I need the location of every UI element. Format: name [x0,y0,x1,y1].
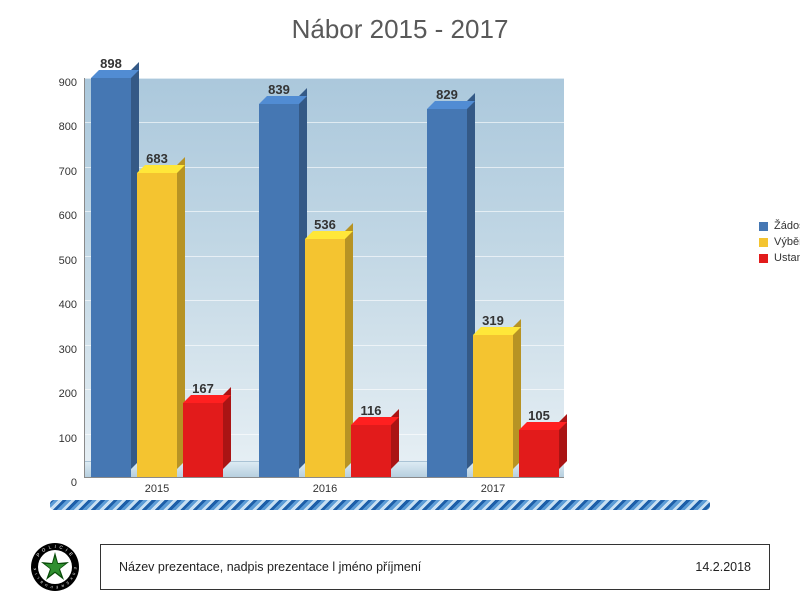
legend-item: Žádosti celkem [759,220,800,232]
bar: 167 [183,403,223,477]
y-tick-label: 500 [45,255,85,267]
bar: 829 [427,109,467,477]
bar-value-label: 839 [259,82,299,97]
legend-item: Ustanovení [759,252,800,264]
y-tick-label: 300 [45,344,85,356]
bar: 319 [473,335,513,477]
legend: Žádosti celkem Výběr Ustanovení [759,216,800,268]
y-tick-label: 0 [45,477,85,489]
police-logo: P O L I C I E Č E S K É R E P U B L I K … [30,542,80,592]
y-tick-label: 600 [45,210,85,222]
footer: P O L I C I E Č E S K É R E P U B L I K … [0,522,800,600]
bar: 898 [91,78,131,477]
y-tick-label: 200 [45,388,85,400]
bar-value-label: 116 [351,403,391,418]
gridline [85,122,564,123]
legend-label: Ustanovení [774,252,800,264]
decorative-wave-strip [50,500,710,510]
plot-area: 0100200300400500600700800900898683167201… [84,78,564,478]
legend-item: Výběr [759,236,800,248]
footer-caption: Název prezentace, nadpis prezentace l jm… [119,560,421,574]
bar-value-label: 683 [137,151,177,166]
bar: 116 [351,425,391,477]
y-tick-label: 100 [45,433,85,445]
gridline [85,78,564,79]
bar-value-label: 167 [183,381,223,396]
bar-value-label: 829 [427,87,467,102]
x-axis-label: 2017 [427,483,559,495]
x-axis-label: 2015 [91,483,223,495]
footer-caption-box: Název prezentace, nadpis prezentace l jm… [100,544,770,590]
y-tick-label: 400 [45,299,85,311]
chart-container: 0100200300400500600700800900898683167201… [38,56,718,496]
bar: 105 [519,430,559,477]
bar: 839 [259,104,299,477]
y-tick-label: 900 [45,77,85,89]
legend-label: Výběr [774,236,800,248]
bar-value-label: 898 [91,56,131,71]
legend-swatch [759,254,768,263]
bar: 536 [305,239,345,477]
y-tick-label: 700 [45,166,85,178]
slide: Nábor 2015 - 2017 0100200300400500600700… [0,0,800,600]
legend-swatch [759,222,768,231]
y-tick-label: 800 [45,121,85,133]
bar: 683 [137,173,177,477]
legend-label: Žádosti celkem [774,220,800,232]
footer-date: 14.2.2018 [695,560,751,574]
x-axis-label: 2016 [259,483,391,495]
bar-value-label: 105 [519,408,559,423]
chart-title: Nábor 2015 - 2017 [0,14,800,45]
bar-value-label: 319 [473,313,513,328]
legend-swatch [759,238,768,247]
bar-value-label: 536 [305,217,345,232]
